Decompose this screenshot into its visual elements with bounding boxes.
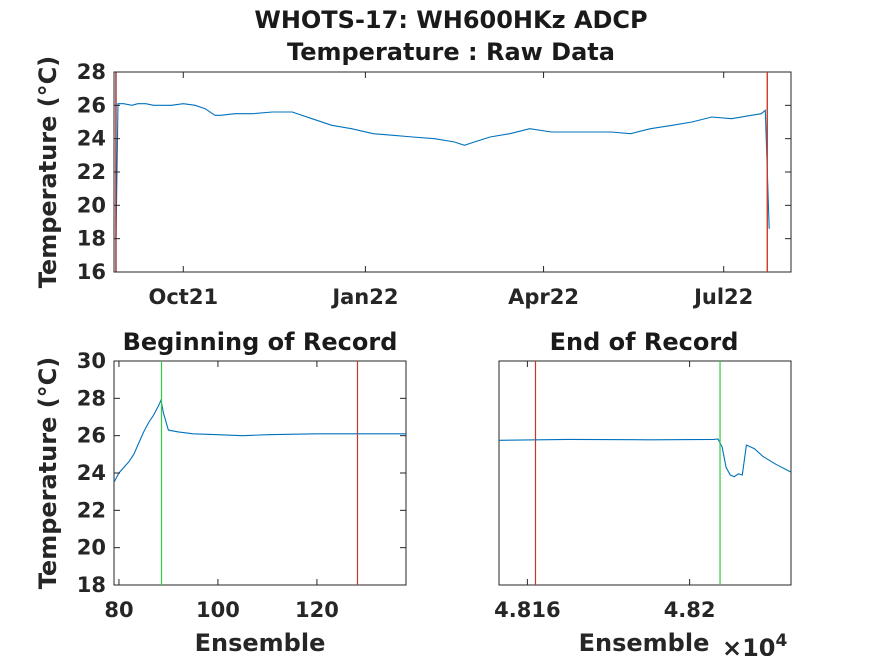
begin-xtick-label-1: 100: [196, 598, 240, 622]
begin-ytick-label-3: 24: [77, 461, 106, 485]
end-title: End of Record: [550, 328, 739, 356]
top-xtick-label-2: Apr22: [508, 285, 579, 309]
top-ytick-label-4: 24: [77, 127, 106, 151]
top-ticks: 16 18 20 22 24 26 28 Oct21 Jan22 Apr22 Jul22: [77, 60, 791, 309]
top-ytick-label-1: 18: [77, 227, 106, 251]
end-xtick-label-1: 4.82: [664, 598, 716, 622]
begin-plot-area: [114, 361, 406, 585]
figure-title-line2: Temperature : Raw Data: [287, 38, 615, 66]
end-xlabel: Ensemble: [579, 629, 710, 656]
top-xtick-label-1: Jan22: [330, 285, 398, 309]
beginning-panel: 18 20 22 24 26 28 30 80 100 120 Beginning of Reco…: [34, 328, 407, 656]
top-axes-box: [113, 71, 792, 273]
begin-ticks: 18 20 22 24 26 28 30 80 100 120: [77, 349, 406, 622]
begin-ytick-label-0: 18: [77, 573, 106, 597]
begin-ytick-label-4: 26: [77, 424, 106, 448]
top-series: [115, 72, 770, 272]
top-series-line-0: [115, 103, 770, 238]
begin-xtick-label-0: 80: [104, 598, 133, 622]
top-ytick-label-3: 22: [77, 160, 106, 184]
end-axes-box: [498, 360, 792, 586]
end-exponent-power: 4: [776, 631, 788, 651]
end-ticks: 4.816 4.82: [494, 361, 716, 622]
begin-ytick-label-6: 30: [77, 349, 106, 373]
begin-series: [114, 361, 406, 585]
top-panel: 16 18 20 22 24 26 28 Oct21 Jan22 Apr22 Jul22 Tempe…: [34, 56, 792, 309]
begin-title: Beginning of Record: [123, 328, 398, 356]
top-xtick-label-3: Jul22: [692, 285, 753, 309]
begin-axes-box: [113, 360, 407, 586]
begin-xtick-label-2: 120: [295, 598, 339, 622]
begin-series-line-0: [114, 398, 406, 483]
top-ytick-label-0: 16: [77, 260, 106, 284]
begin-ytick-label-5: 28: [77, 386, 106, 410]
begin-xlabel: Ensemble: [195, 629, 326, 656]
top-plot-area: [115, 72, 770, 272]
top-xtick-label-0: Oct21: [149, 285, 219, 309]
figure-title-line1: WHOTS-17: WH600HKz ADCP: [254, 6, 647, 34]
top-ytick-label-2: 20: [77, 193, 106, 217]
top-ytick-label-6: 28: [77, 60, 106, 84]
top-ylabel: Temperature (°C): [34, 56, 62, 289]
end-plot-area: [499, 361, 791, 585]
end-series-line-0: [499, 438, 791, 478]
begin-ytick-label-1: 20: [77, 536, 106, 560]
end-panel: 4.816 4.82 End of Record Ensemble ×104: [494, 328, 792, 656]
begin-ylabel: Temperature (°C): [34, 357, 62, 590]
end-series: [499, 361, 791, 585]
top-ytick-label-5: 26: [77, 93, 106, 117]
begin-ytick-label-2: 22: [77, 498, 106, 522]
end-xtick-label-0: 4.816: [494, 598, 560, 622]
end-exponent-base: ×10: [722, 634, 776, 656]
end-exponent: ×104: [722, 631, 788, 656]
